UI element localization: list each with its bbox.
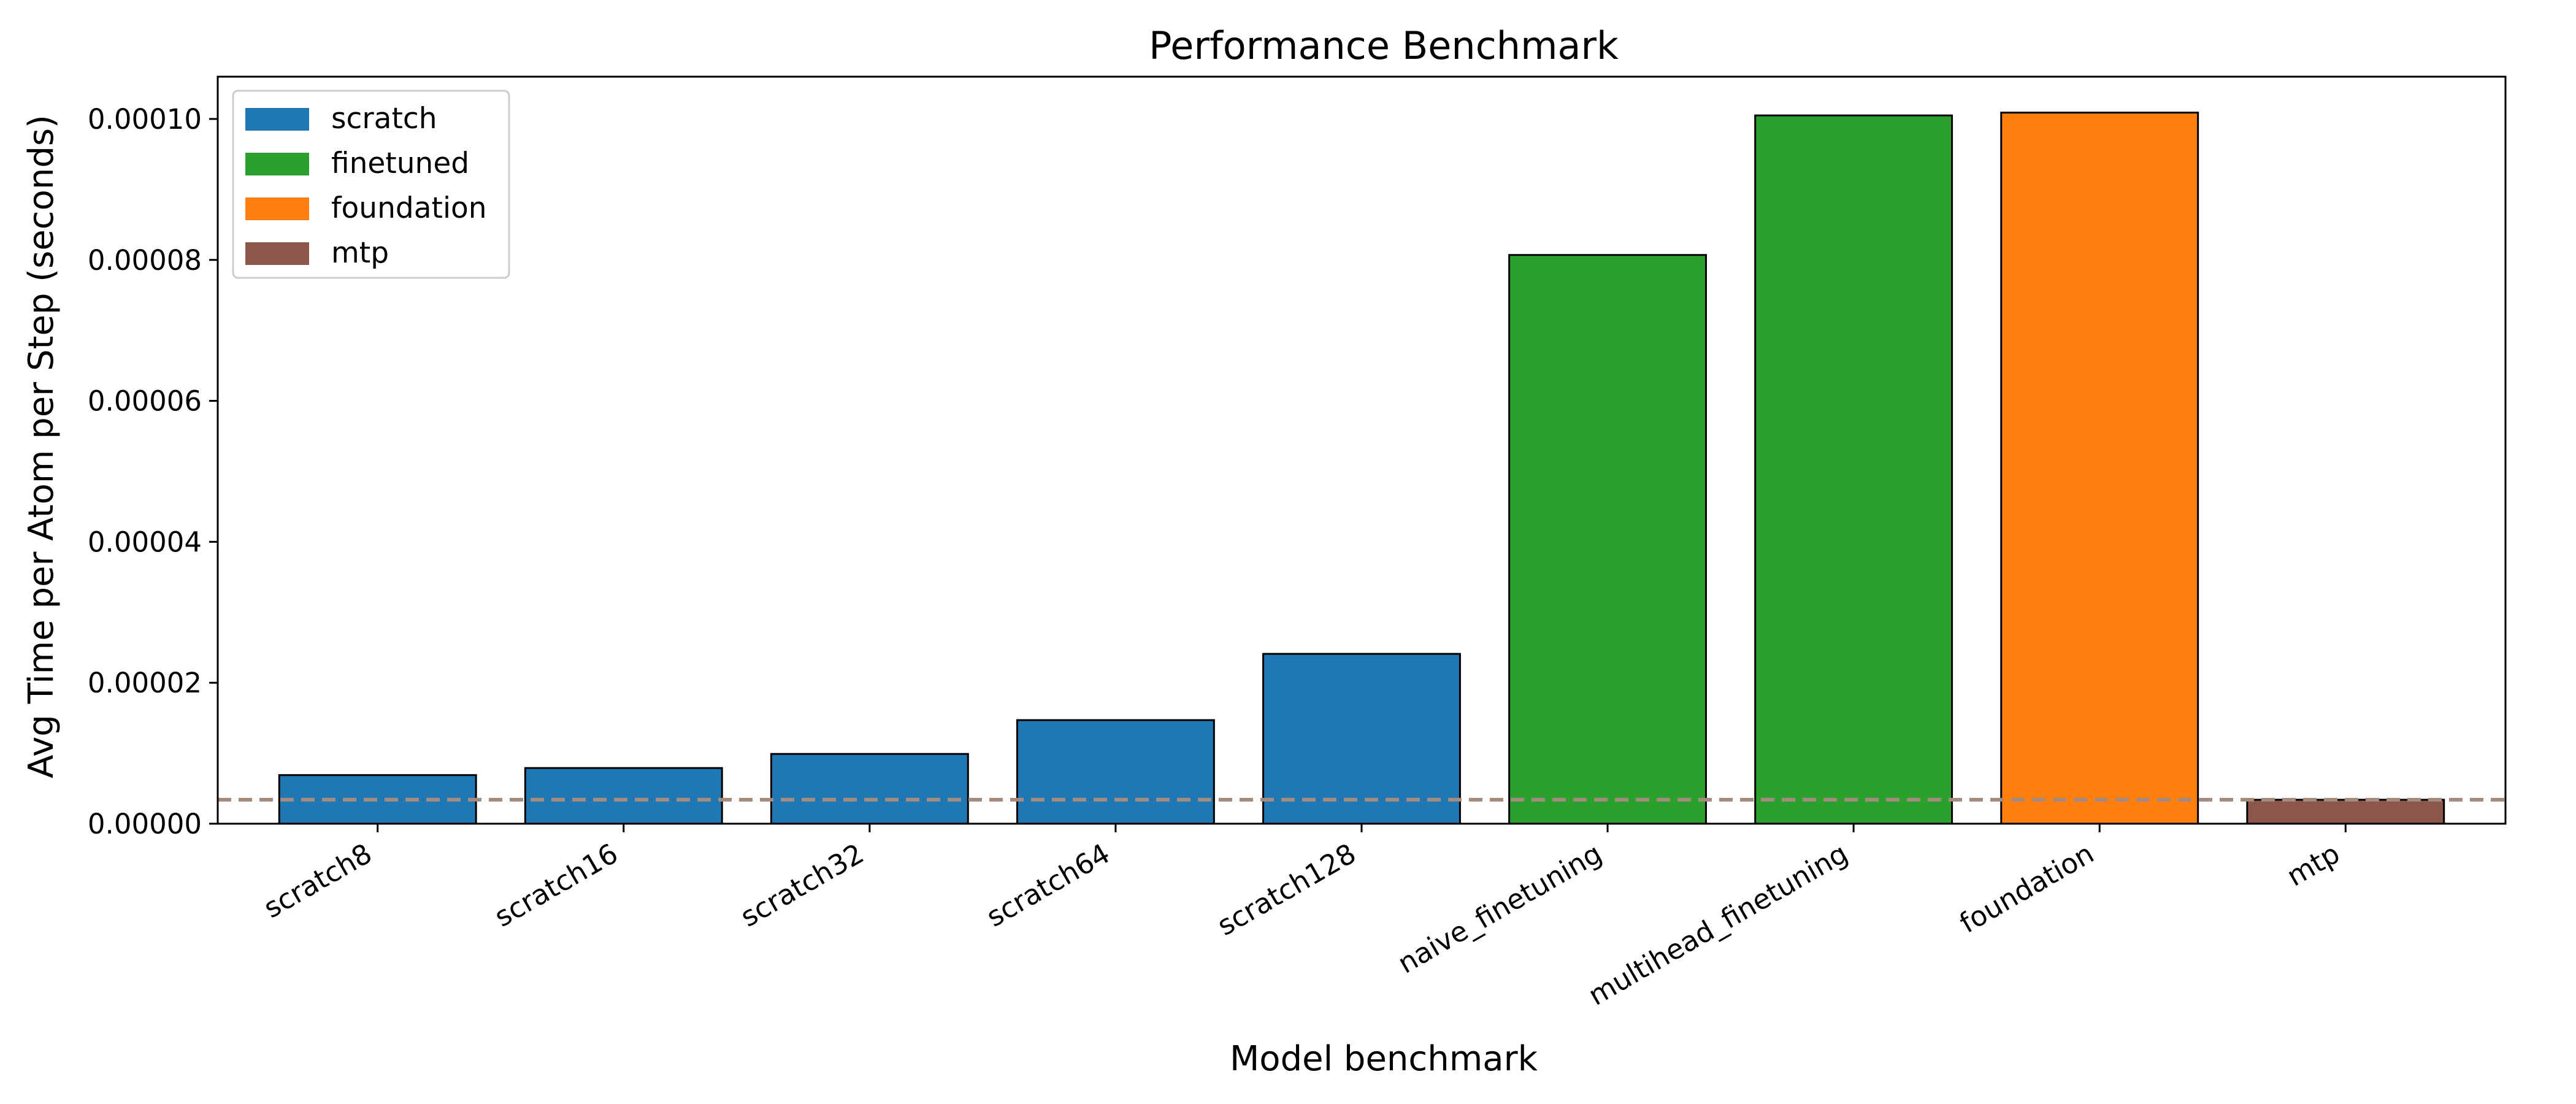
legend-label-mtp: mtp xyxy=(331,236,389,270)
bar-scratch64 xyxy=(1016,719,1215,825)
bar-naive_finetuning xyxy=(1508,254,1708,825)
y-tick-label: 0.00008 xyxy=(88,244,202,277)
legend-swatch-foundation xyxy=(245,197,309,220)
y-tick-label: 0.00002 xyxy=(88,667,202,699)
legend-swatch-finetuned xyxy=(245,153,309,175)
bar-foundation xyxy=(2000,112,2199,825)
y-tick-label: 0.00010 xyxy=(88,103,202,136)
bar-scratch16 xyxy=(524,767,723,825)
legend: scratch finetuned foundation mtp xyxy=(232,90,510,279)
x-tick-label: scratch128 xyxy=(1212,837,1362,942)
x-tick-label: scratch64 xyxy=(981,837,1115,933)
x-tick-label: foundation xyxy=(1954,837,2099,940)
legend-swatch-mtp xyxy=(245,242,309,265)
x-tick-label: multihead_finetuning xyxy=(1583,837,1853,1012)
x-tick-label: scratch16 xyxy=(489,837,623,933)
x-axis-label: Model benchmark xyxy=(1230,1039,1538,1079)
legend-frame xyxy=(232,90,510,279)
x-tick-label: scratch8 xyxy=(258,837,377,925)
x-tick-label: scratch32 xyxy=(735,837,869,933)
legend-label-finetuned: finetuned xyxy=(331,147,469,180)
x-ticks-layer: scratch8 scratch16 scratch32 scratch64 scrat… xyxy=(258,824,2347,1012)
bar-scratch128 xyxy=(1262,653,1461,825)
y-axis-label: Avg Time per Atom per Step (seconds) xyxy=(21,115,61,778)
chart-title: Performance Benchmark xyxy=(1149,23,1619,68)
legend-label-scratch: scratch xyxy=(331,102,437,136)
legend-label-foundation: foundation xyxy=(331,191,487,225)
bar-mtp xyxy=(2246,799,2445,825)
y-tick-label: 0.00000 xyxy=(88,808,202,840)
bar-multihead_finetuning xyxy=(1754,114,1953,825)
bar-scratch32 xyxy=(770,753,969,825)
y-tick-label: 0.00004 xyxy=(88,526,202,558)
y-tick-label: 0.00006 xyxy=(88,385,202,418)
x-tick-label: naive_finetuning xyxy=(1392,837,1608,980)
bars-layer xyxy=(278,112,2445,825)
legend-swatch-scratch xyxy=(245,108,309,131)
x-tick-label: mtp xyxy=(2281,837,2345,893)
y-ticks-layer: 0.00000 0.00002 0.00004 0.00006 0.00008 0.000… xyxy=(88,103,218,840)
